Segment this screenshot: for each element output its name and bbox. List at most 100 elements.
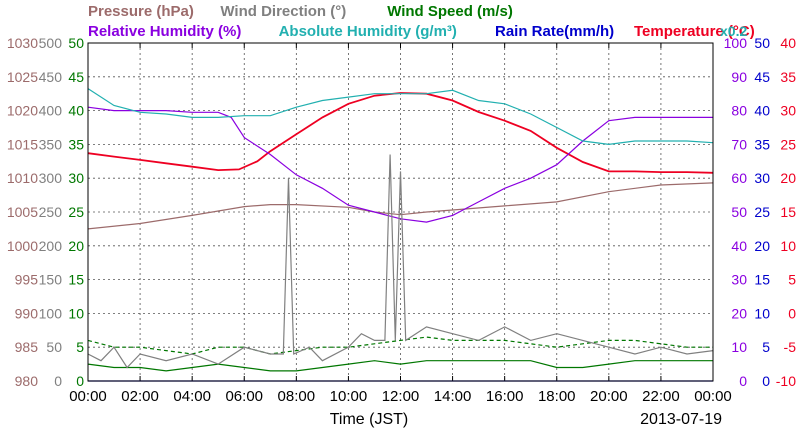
series-relative-humidity-2 (87, 106, 713, 223)
rain_rate-tick: 30 (754, 170, 770, 186)
wind_speed-tick: 35 (68, 136, 84, 152)
wind_speed-tick: 0 (76, 373, 84, 389)
date-label: 2013-07-19 (640, 411, 722, 428)
wind_direction-tick: 100 (39, 305, 63, 321)
humidity-tick: 40 (731, 238, 747, 254)
x-tick-label: 18:00 (538, 388, 576, 405)
pressure-tick: 1025 (7, 69, 38, 85)
rain_rate-tick: 40 (754, 103, 770, 119)
temperature-tick: 0 (788, 305, 796, 321)
x-tick-label: 14:00 (434, 388, 472, 405)
series-absolute-humidity-g-m-3 (87, 88, 714, 146)
wind_direction-tick: 50 (46, 339, 62, 355)
wind_direction-tick: 400 (39, 103, 63, 119)
x-tick-label: 16:00 (486, 388, 524, 405)
x-tick-label: 10:00 (330, 388, 368, 405)
rain_rate-tick: 20 (754, 238, 770, 254)
x-tick-label: 06:00 (225, 388, 263, 405)
wind_speed-tick: 40 (68, 103, 84, 119)
rain_rate-tick: 25 (754, 204, 770, 220)
series-wind-speed-m-s-4 (87, 360, 713, 372)
legend-top-0: Pressure (hPa) (88, 3, 194, 20)
wind_direction-tick: 0 (54, 373, 62, 389)
wind_speed-tick: 5 (76, 339, 84, 355)
wind_speed-tick: 30 (68, 170, 84, 186)
legend-top-1: Wind Direction (°) (220, 3, 346, 20)
humidity-tick: 50 (731, 204, 747, 220)
rain_rate-tick: 35 (754, 136, 770, 152)
humidity-tick: 20 (731, 305, 747, 321)
rain_rate-tick: 0 (762, 373, 770, 389)
wind_direction-tick: 500 (39, 35, 63, 51)
legend: Pressure (hPa) Wind Direction (°) Wind Spe… (88, 3, 755, 40)
wind_direction-tick: 250 (39, 204, 63, 220)
x-axis-label: Time (JST) (330, 411, 409, 428)
wind_speed-tick: 10 (68, 305, 84, 321)
plot-frame (87, 42, 714, 382)
wind_direction-tick: 300 (39, 170, 63, 186)
wind_direction-tick: 350 (39, 136, 63, 152)
wind_speed-tick: 15 (68, 272, 84, 288)
pressure-tick: 1015 (7, 136, 38, 152)
wind_direction-tick: 150 (39, 272, 63, 288)
x-tick-label: 00:00 (694, 388, 732, 405)
temperature-tick: 5 (788, 272, 796, 288)
humidity-tick: 80 (731, 103, 747, 119)
wind_speed-tick: 25 (68, 204, 84, 220)
series-temperature-c-1 (87, 92, 714, 174)
pressure-tick: 985 (15, 339, 39, 355)
pressure-tick: 1010 (7, 170, 38, 186)
temperature-tick: 40 (780, 35, 796, 51)
legend-bottom-4: x0.2 (720, 23, 747, 39)
temperature-tick: 25 (780, 136, 796, 152)
humidity-tick: 60 (731, 170, 747, 186)
legend-bottom-1: Absolute Humidity (g/m³) (279, 23, 457, 40)
rain_rate-tick: 50 (754, 35, 770, 51)
humidity-tick: 30 (731, 272, 747, 288)
legend-top-2: Wind Speed (m/s) (387, 3, 513, 20)
rain_rate-tick: 15 (754, 272, 770, 288)
humidity-tick: 100 (724, 35, 748, 51)
wind_direction-tick: 450 (39, 69, 63, 85)
temperature-tick: 30 (780, 103, 796, 119)
legend-bottom-3: Temperature (°C) (634, 23, 755, 40)
pressure-tick: 1030 (7, 35, 38, 51)
rain_rate-tick: 10 (754, 305, 770, 321)
x-tick-label: 02:00 (121, 388, 159, 405)
pressure-tick: 990 (15, 305, 39, 321)
pressure-tick: 1005 (7, 204, 38, 220)
temperature-tick: -10 (776, 373, 796, 389)
x-tick-label: 22:00 (642, 388, 680, 405)
series-pressure-hpa-0 (87, 182, 714, 230)
x-tick-label: 20:00 (590, 388, 628, 405)
x-tick-label: 04:00 (173, 388, 211, 405)
x-tick-label: 00:00 (69, 388, 107, 405)
temperature-tick: 15 (780, 204, 796, 220)
x-axis: 00:00 02:00 04:00 06:00 08:00 10:00 12:00 14:00… (69, 43, 732, 405)
x-tick-label: 12:00 (382, 388, 420, 405)
right-axes: 0102030405060708090100051015202530354045… (724, 35, 797, 389)
temperature-tick: 35 (780, 69, 796, 85)
rain_rate-tick: 45 (754, 69, 770, 85)
wind_direction-tick: 200 (39, 238, 63, 254)
wind_speed-tick: 50 (68, 35, 84, 51)
humidity-tick: 10 (731, 339, 747, 355)
series-wind-direction-6 (87, 154, 714, 369)
temperature-tick: 20 (780, 170, 796, 186)
wind_speed-tick: 20 (68, 238, 84, 254)
humidity-tick: 0 (739, 373, 747, 389)
humidity-tick: 70 (731, 136, 747, 152)
pressure-tick: 1000 (7, 238, 38, 254)
pressure-tick: 995 (15, 272, 39, 288)
x-tick-label: 08:00 (278, 388, 316, 405)
temperature-tick: -5 (784, 339, 797, 355)
rain_rate-tick: 5 (762, 339, 770, 355)
legend-bottom-2: Rain Rate(mm/h) (495, 23, 614, 40)
pressure-tick: 980 (15, 373, 39, 389)
wind_speed-tick: 45 (68, 69, 84, 85)
temperature-tick: 10 (780, 238, 796, 254)
humidity-tick: 90 (731, 69, 747, 85)
legend-bottom-0: Relative Humidity (%) (88, 23, 241, 40)
left-axes: 9809859909951000100510101015102010251030… (7, 35, 84, 389)
